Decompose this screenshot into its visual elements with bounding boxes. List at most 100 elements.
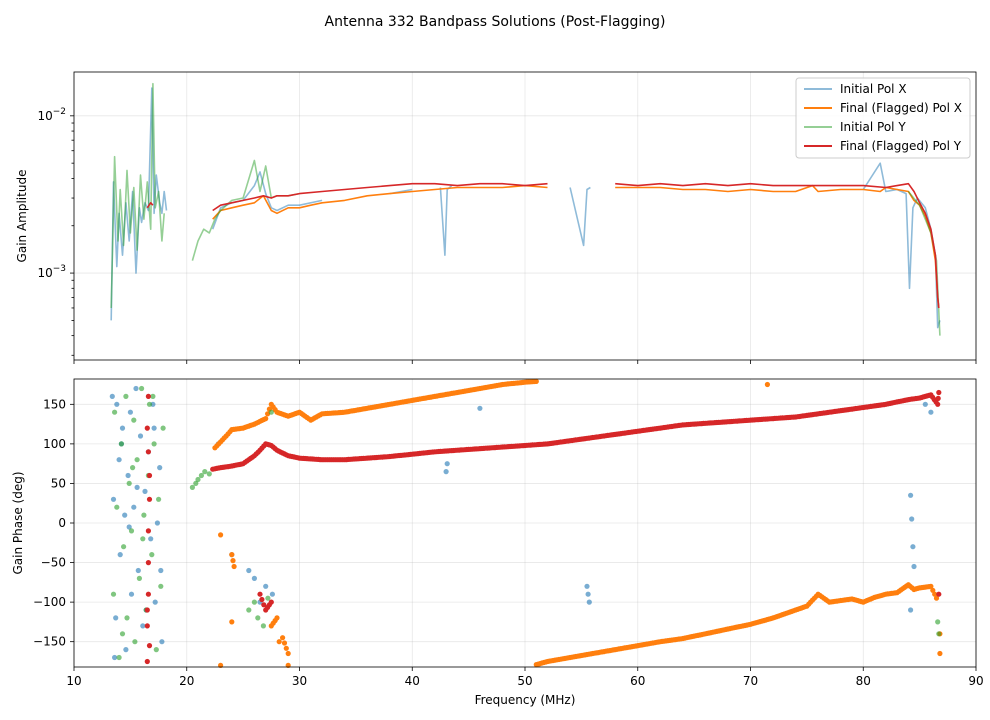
amplitude-panel: 10−3 10−2 Gain Amplitude Initial Pol X Fin… (15, 71, 977, 364)
phase-point (936, 389, 942, 396)
phase-point (935, 619, 941, 625)
phase-point (908, 492, 914, 498)
phase-point (283, 645, 289, 651)
phase-point (202, 469, 208, 475)
phase-xlabel: Frequency (MHz) (475, 693, 576, 707)
phase-point (145, 560, 151, 566)
phase-point (142, 488, 148, 494)
phase-point (936, 591, 942, 597)
phase-point (933, 595, 940, 601)
phase-point (261, 602, 267, 608)
phase-series-2 (110, 385, 942, 661)
phase-point (362, 455, 368, 461)
phase-point (144, 623, 150, 629)
phase-point (531, 378, 538, 385)
phase-point (340, 409, 346, 415)
phase-point (128, 591, 135, 597)
phase-point (910, 544, 916, 550)
phase-point (261, 416, 267, 423)
phase-point (268, 409, 274, 415)
legend-entry: Initial Pol X (840, 82, 907, 96)
phase-point (317, 457, 323, 463)
phase-point (520, 379, 526, 385)
phase-point (221, 435, 227, 441)
phase-point (272, 618, 278, 624)
phase-point (144, 658, 150, 665)
phase-point (584, 583, 590, 589)
phase-point (791, 414, 797, 420)
phase-point (116, 457, 122, 463)
phase-point (700, 420, 707, 426)
phase-point (251, 599, 257, 605)
phase-point (586, 599, 592, 605)
phase-ytick-label: 50 (51, 476, 66, 490)
phase-point (263, 583, 269, 589)
phase-point (231, 563, 237, 570)
phase-point (206, 471, 212, 477)
phase-point (135, 567, 141, 574)
phase-point (144, 607, 150, 613)
phase-point (443, 469, 449, 475)
legend-entry: Final (Flagged) Pol Y (840, 139, 962, 153)
phase-point (430, 449, 436, 455)
phase-point (452, 447, 459, 453)
phase-point (198, 472, 204, 479)
phase-point (189, 484, 195, 490)
phase-series-3 (144, 389, 942, 665)
phase-point (280, 635, 286, 641)
phase-series-1 (212, 378, 943, 669)
phase-point (847, 596, 853, 602)
phase-point (908, 607, 914, 613)
figure-title: Antenna 332 Bandpass Solutions (Post-Fla… (325, 14, 666, 30)
phase-point (150, 393, 156, 399)
phase-point (121, 544, 127, 550)
amplitude-ylabel: Gain Amplitude (15, 170, 29, 263)
phase-point (272, 407, 278, 413)
amplitude-series (110, 82, 941, 336)
phase-point (133, 385, 139, 392)
phase-ticks: 10 20 30 40 50 60 70 80 90 −150 −100 −50 0 50 100 150 (33, 397, 984, 688)
phase-point (136, 575, 142, 582)
phase-point (146, 643, 153, 649)
phase-point (922, 401, 928, 407)
phase-point (122, 512, 128, 518)
amp-ytick-label: 10−3 (37, 264, 66, 280)
phase-point (134, 457, 140, 463)
phase-point (444, 461, 450, 467)
phase-point (157, 465, 163, 471)
phase-xtick-label: 20 (179, 674, 194, 688)
phase-point (114, 401, 120, 407)
phase-point (257, 591, 263, 597)
phase-point (153, 647, 159, 653)
phase-point (746, 417, 752, 423)
phase-point (152, 599, 158, 605)
phase-xtick-label: 10 (66, 674, 81, 688)
phase-point (145, 449, 151, 455)
phase-point (269, 591, 275, 597)
phase-point (145, 528, 151, 534)
phase-ytick-label: 150 (43, 397, 66, 411)
phase-point (134, 484, 140, 490)
amp-ytick-label: 10−2 (37, 107, 66, 123)
phase-point (285, 650, 291, 657)
phase-point (475, 446, 481, 452)
phase-point (836, 408, 842, 414)
phase-panel: 10 20 30 40 50 60 70 80 90 −150 −100 −50 0 50 100 150 G… (11, 378, 984, 707)
phase-ytick-label: 100 (43, 437, 66, 451)
phase-point (272, 446, 278, 452)
phase-point (140, 536, 146, 542)
amplitude-ticks: 10−3 10−2 (37, 107, 977, 364)
phase-point (140, 623, 146, 629)
phase-point (154, 520, 160, 526)
phase-point (123, 393, 129, 399)
phase-point (259, 596, 265, 603)
phase-ylabel: Gain Phase (deg) (11, 471, 25, 574)
phase-point (145, 393, 151, 399)
phase-point (930, 587, 936, 593)
phase-point (146, 496, 153, 502)
phase-point (655, 425, 662, 431)
phase-point (113, 615, 119, 621)
phase-xtick-label: 30 (292, 674, 307, 688)
amp-series-line-0 (110, 87, 941, 329)
